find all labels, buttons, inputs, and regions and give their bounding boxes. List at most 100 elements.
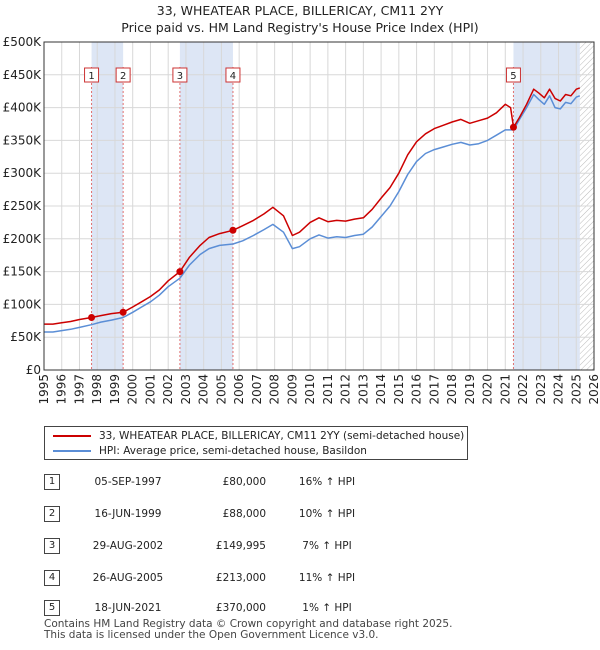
sale-number-badge: 5 — [44, 600, 60, 616]
y-tick-label: £50K — [10, 330, 42, 344]
chart-title-line-1: 33, WHEATEAR PLACE, BILLERICAY, CM11 2YY — [156, 3, 444, 18]
sale-date: 05-SEP-1997 — [94, 476, 162, 488]
sale-number-badge: 4 — [44, 570, 60, 586]
x-tick-label: 2012 — [339, 374, 353, 405]
sale-price: £149,995 — [215, 540, 266, 552]
sale-label-text: 1 — [88, 71, 94, 82]
sale-number-badge: 1 — [44, 474, 60, 490]
sale-date: 18-JUN-2021 — [94, 602, 162, 614]
hpi-series-line — [44, 93, 581, 333]
x-tick-label: 2019 — [463, 374, 477, 405]
sale-price: £88,000 — [222, 508, 266, 520]
sale-label-box — [225, 67, 241, 83]
footer: Contains HM Land Registry data © Crown c… — [44, 619, 452, 641]
legend-label-property: 33, WHEATEAR PLACE, BILLERICAY, CM11 2YY… — [99, 430, 465, 442]
sale-hpi-diff: 11% ↑ HPI — [298, 572, 356, 584]
sale-label-box — [84, 67, 100, 83]
x-tick-label: 2020 — [481, 374, 495, 405]
sale-label-box — [505, 67, 521, 83]
y-tick-label: £300K — [3, 166, 43, 180]
x-tick-label: 2004 — [197, 374, 211, 405]
x-tick-label: 2013 — [356, 374, 370, 405]
footer-licence: This data is licensed under the Open Gov… — [44, 629, 379, 641]
y-tick-label: £250K — [3, 199, 43, 213]
x-tick-label: 2023 — [534, 374, 548, 405]
footer-copyright: Contains HM Land Registry data © Crown c… — [44, 618, 453, 630]
x-tick-label: 2014 — [374, 374, 388, 405]
y-tick-label: £500K — [3, 35, 43, 49]
sale-label-text: 5 — [510, 71, 516, 82]
sale-label-text: 4 — [230, 71, 236, 82]
sale-price: £80,000 — [222, 476, 266, 488]
x-tick-label: 1997 — [72, 374, 86, 405]
x-tick-label: 2000 — [126, 374, 140, 405]
y-tick-label: £0 — [26, 363, 41, 377]
sale-date: 29-AUG-2002 — [92, 540, 164, 552]
sale-row: 3 29-AUG-2002 £149,995 7% ↑ HPI — [44, 538, 404, 554]
x-tick-label: 2018 — [445, 374, 459, 405]
y-tick-label: £350K — [3, 133, 43, 147]
price-chart: £0 £50K £100K £150K £200K £250K £300K £350K £400… — [3, 35, 600, 405]
sale-point — [229, 226, 237, 234]
legend-label-hpi: HPI: Average price, semi-detached house,… — [99, 445, 367, 457]
y-tick-label: £150K — [3, 265, 43, 279]
x-tick-label: 2011 — [321, 374, 335, 405]
sale-date: 26-AUG-2005 — [92, 572, 164, 584]
sale-row: 4 26-AUG-2005 £213,000 11% ↑ HPI — [44, 570, 404, 586]
plot-frame — [43, 41, 595, 371]
sale-label-box — [115, 67, 131, 83]
chart-title: 33, WHEATEAR PLACE, BILLERICAY, CM11 2YY… — [0, 2, 600, 36]
legend-swatch-property — [53, 435, 91, 437]
x-tick-label: 2009 — [285, 374, 299, 405]
x-tick-label: 2024 — [552, 374, 566, 405]
sale-row: 2 16-JUN-1999 £88,000 10% ↑ HPI — [44, 506, 404, 522]
x-tick-label: 2015 — [392, 374, 406, 405]
x-tick-label: 1998 — [90, 374, 104, 405]
x-tick-label: 2010 — [303, 374, 317, 405]
sale-hpi-diff: 1% ↑ HPI — [302, 602, 352, 614]
x-tick-label: 2017 — [427, 374, 441, 405]
sale-point — [88, 314, 96, 322]
legend-item-property: 33, WHEATEAR PLACE, BILLERICAY, CM11 2YY… — [53, 429, 464, 443]
x-tick-label: 1999 — [108, 374, 122, 405]
sale-number-badge: 3 — [44, 538, 60, 554]
sale-number-badge: 2 — [44, 506, 60, 522]
x-tick-label: 2001 — [143, 374, 157, 405]
x-tick-label: 2021 — [498, 374, 512, 405]
x-tick-label: 2025 — [569, 374, 583, 405]
x-tick-label: 2007 — [250, 374, 264, 405]
sale-row: 1 05-SEP-1997 £80,000 16% ↑ HPI — [44, 474, 404, 490]
sale-point — [509, 123, 517, 131]
sale-label-text: 3 — [177, 71, 183, 82]
y-tick-label: £450K — [3, 68, 43, 82]
legend-swatch-hpi — [53, 450, 91, 452]
x-tick-label: 2003 — [179, 374, 193, 405]
y-tick-label: £100K — [3, 297, 43, 311]
chart-title-line-2: Price paid vs. HM Land Registry's House … — [121, 20, 479, 35]
sale-point — [119, 308, 127, 316]
sale-hpi-diff: 7% ↑ HPI — [302, 540, 352, 552]
x-tick-label: 2005 — [214, 374, 228, 405]
property-series-line — [44, 87, 581, 325]
sale-row: 5 18-JUN-2021 £370,000 1% ↑ HPI — [44, 600, 404, 616]
x-tick-label: 2026 — [587, 374, 600, 405]
x-tick-label: 2022 — [516, 374, 530, 405]
y-tick-label: £200K — [3, 232, 43, 246]
x-tick-label: 2008 — [268, 374, 282, 405]
sale-point — [176, 268, 184, 276]
sale-hpi-diff: 16% ↑ HPI — [298, 476, 356, 488]
sale-hpi-diff: 10% ↑ HPI — [298, 508, 356, 520]
sale-price: £370,000 — [215, 602, 266, 614]
x-tick-label: 1996 — [55, 374, 69, 405]
x-tick-label: 2016 — [410, 374, 424, 405]
legend: 33, WHEATEAR PLACE, BILLERICAY, CM11 2YY… — [44, 426, 468, 460]
y-tick-label: £400K — [3, 101, 43, 115]
sale-date: 16-JUN-1999 — [94, 508, 162, 520]
x-tick-label: 2002 — [161, 374, 175, 405]
x-tick-label: 2006 — [232, 374, 246, 405]
sale-price: £213,000 — [215, 572, 266, 584]
sale-label-box — [172, 67, 188, 83]
sale-label-text: 2 — [120, 71, 126, 82]
legend-item-hpi: HPI: Average price, semi-detached house,… — [53, 444, 367, 458]
x-tick-label: 1995 — [37, 374, 51, 405]
